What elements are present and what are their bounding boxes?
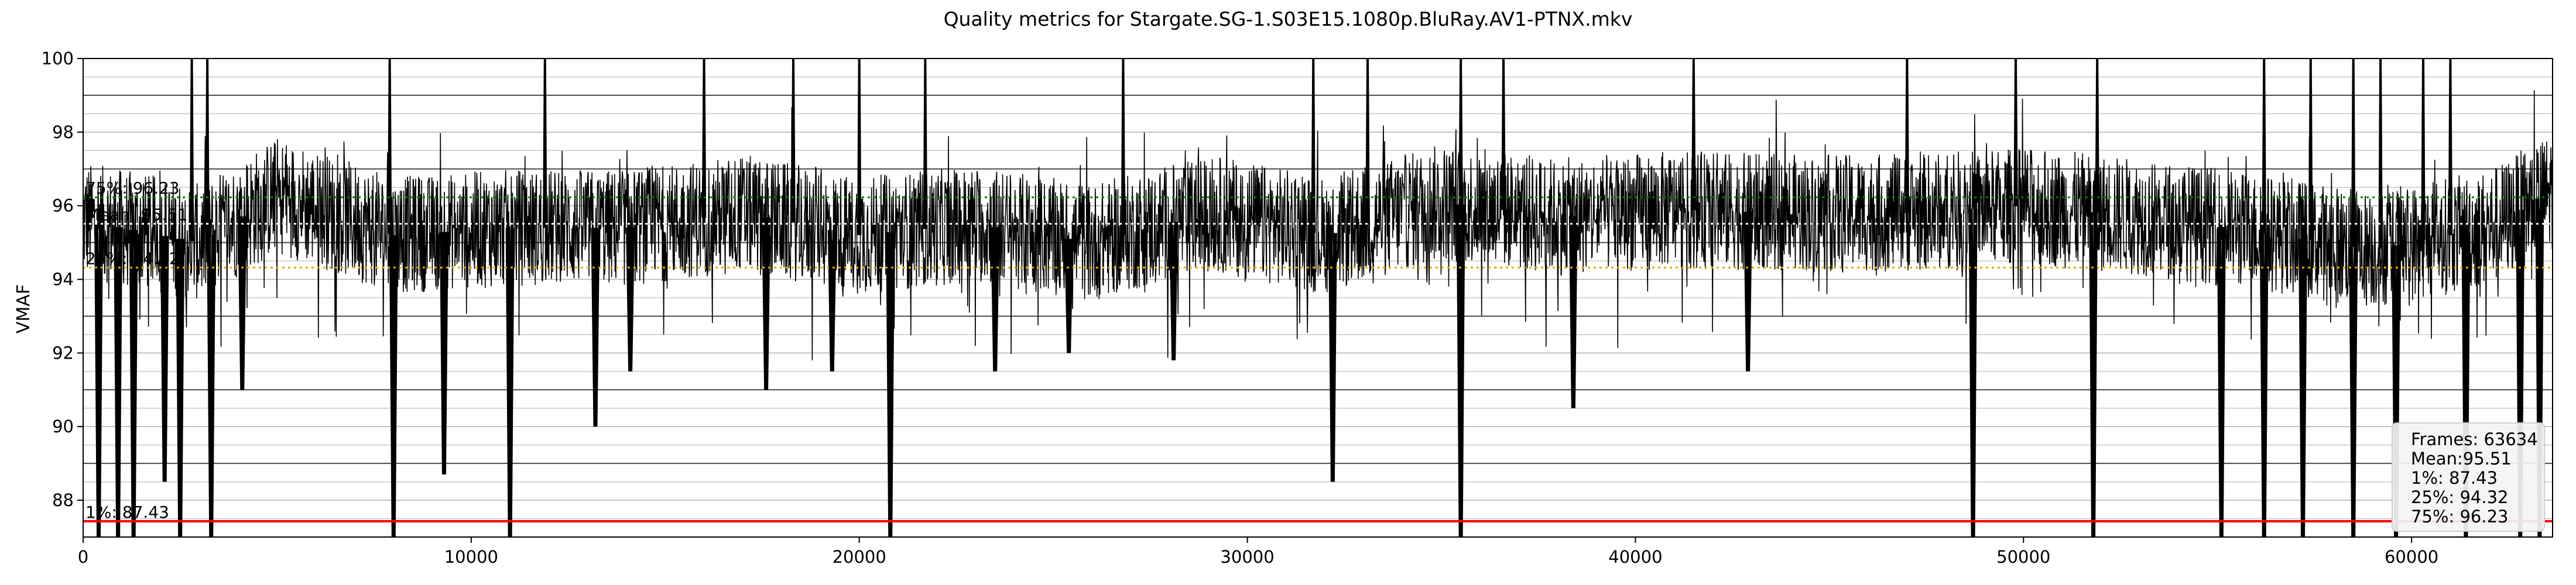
series-dip [1169, 222, 1179, 361]
series-dip [176, 239, 185, 537]
series-dip [2298, 239, 2307, 537]
series-dip [2392, 245, 2401, 537]
series-spike [1121, 58, 1126, 235]
series-dip [389, 235, 398, 537]
legend-box [2392, 422, 2545, 532]
series-dip [505, 228, 515, 537]
series-spike [2351, 58, 2356, 247]
series-spike [2095, 58, 2099, 213]
series-spike [1458, 58, 1463, 205]
series-dip [626, 227, 635, 371]
x-tick-label: 20000 [833, 547, 886, 567]
y-tick-label: 90 [52, 417, 74, 436]
series-spike [2013, 58, 2018, 207]
reference-line-label: 75%: 96.23 [85, 178, 180, 198]
y-tick-label: 92 [52, 343, 74, 363]
reference-line-label: Mean: 95.51 [85, 205, 188, 225]
series-spike [1365, 58, 1370, 223]
legend-entry: Mean:95.51 [2411, 449, 2512, 469]
series-spike [2378, 58, 2383, 249]
series-spike [205, 58, 210, 238]
series-dip [2089, 212, 2098, 537]
y-tick-label: 100 [42, 49, 74, 68]
series-dip [2259, 232, 2269, 537]
series-dip [207, 235, 216, 537]
series-dip [2217, 227, 2226, 537]
legend-entry: 1%: 87.43 [2411, 468, 2498, 488]
legend-entry: 75%: 96.23 [2411, 507, 2508, 526]
series-dip [160, 236, 169, 482]
series-dip [1456, 204, 1465, 537]
series-spike [189, 58, 194, 242]
axis-ticks: 88 90 92 94 96 98 100 0 10000 20000 30000 40000 5000… [42, 49, 2439, 567]
legend-entry: 25%: 94.32 [2411, 487, 2508, 507]
series-spike [857, 58, 862, 236]
x-tick-label: 50000 [1996, 547, 2050, 567]
series-dip [827, 230, 837, 371]
x-tick-label: 60000 [2385, 547, 2438, 567]
series-dip [2516, 209, 2525, 537]
series-spike [1691, 58, 1696, 211]
series-dip [591, 228, 600, 427]
series-dip [2461, 232, 2471, 537]
plot-frame [83, 58, 2553, 538]
series-spike [2308, 58, 2313, 240]
reference-line-label: 1%: 87.43 [85, 503, 169, 522]
x-tick-label: 0 [78, 547, 88, 567]
series-dip [94, 223, 103, 537]
series-spike [2448, 58, 2453, 236]
series-dip [1568, 215, 1578, 408]
series-spike [923, 58, 928, 229]
y-tick-label: 98 [52, 122, 74, 142]
y-tick-label: 88 [52, 490, 74, 510]
series-dip [1743, 211, 1753, 371]
series-spike [791, 58, 796, 223]
series-dip [991, 227, 1000, 371]
legend-entry: Frames: 63634 [2411, 429, 2538, 449]
series-dip [886, 232, 895, 537]
series-dip [2349, 246, 2358, 537]
series-dip [114, 227, 123, 537]
grid [83, 58, 2553, 538]
series-layer [83, 58, 2553, 537]
series-dip [1328, 233, 1337, 482]
series-spike [701, 58, 707, 218]
x-tick-label: 10000 [444, 547, 498, 567]
x-tick-label: 40000 [1608, 547, 1662, 567]
series-spike [1904, 58, 1910, 214]
series-dip [2535, 198, 2544, 537]
series-spike [387, 58, 392, 234]
y-tick-label: 96 [52, 196, 74, 216]
series-spike [543, 58, 547, 228]
chart-title: Quality metrics for Stargate.SG-1.S03E15… [944, 8, 1633, 30]
series-spike [2421, 58, 2426, 240]
series-line [83, 90, 2553, 361]
series-dip [1064, 239, 1074, 353]
series-dip [238, 216, 247, 390]
series-spike [1311, 58, 1316, 233]
x-tick-label: 30000 [1220, 547, 1274, 567]
series-spike [1501, 58, 1506, 210]
series-dip [762, 217, 771, 390]
reference-line-label: 25%: 94.32 [85, 249, 180, 268]
series-dip [1968, 209, 1978, 537]
series-dip [129, 230, 138, 537]
series-spike [2262, 58, 2266, 233]
y-tick-label: 94 [52, 270, 74, 290]
y-axis-label: VMAF [13, 284, 34, 333]
